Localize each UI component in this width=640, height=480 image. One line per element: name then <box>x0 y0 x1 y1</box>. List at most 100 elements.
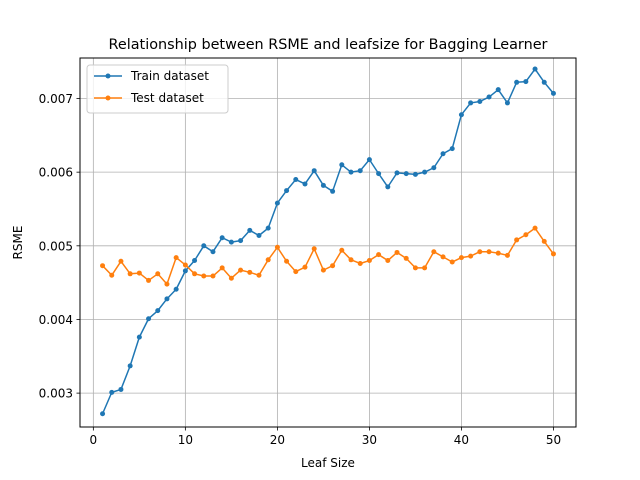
data-point-train <box>210 249 216 255</box>
data-point-train <box>311 168 317 174</box>
data-point-test <box>136 270 142 276</box>
data-point-test <box>311 246 317 252</box>
data-point-test <box>504 252 510 258</box>
data-point-test <box>192 271 198 277</box>
data-point-train <box>256 233 262 238</box>
data-point-train <box>164 296 170 302</box>
data-point-train <box>366 157 372 163</box>
data-point-test <box>486 249 492 255</box>
data-point-test <box>219 265 225 271</box>
data-point-test <box>238 267 244 273</box>
data-point-test <box>228 275 234 281</box>
data-point-test <box>458 255 464 261</box>
data-point-train <box>219 235 225 241</box>
data-point-test <box>366 258 372 264</box>
data-point-test <box>541 238 547 244</box>
data-point-test <box>247 269 253 275</box>
data-point-train <box>238 238 244 244</box>
data-point-train <box>394 170 400 176</box>
data-point-train <box>339 162 345 168</box>
data-point-test <box>100 263 106 269</box>
data-point-train <box>274 200 280 206</box>
data-point-train <box>468 100 474 106</box>
data-point-test <box>164 281 170 287</box>
data-point-test <box>422 265 428 271</box>
data-point-train <box>109 389 115 395</box>
data-point-test <box>532 225 538 231</box>
plot-frame <box>79 57 577 428</box>
x-tick-label: 10 <box>178 433 193 447</box>
data-point-test <box>256 272 262 278</box>
data-point-test <box>118 258 124 264</box>
data-point-test <box>293 269 299 275</box>
data-point-train <box>136 334 142 340</box>
data-point-test <box>440 254 446 260</box>
y-tick-label: 0.004 <box>39 313 73 327</box>
x-axis-ticks: 0 10 20 30 40 50 <box>90 427 561 447</box>
x-tick-label: 30 <box>362 433 377 447</box>
data-point-test <box>274 244 280 250</box>
data-point-test <box>339 247 345 253</box>
legend-test-label: Test dataset <box>130 91 204 105</box>
data-point-train <box>458 112 464 118</box>
y-tick-label: 0.003 <box>39 387 73 401</box>
data-point-test <box>155 271 161 277</box>
data-point-test <box>412 265 418 271</box>
data-point-train <box>523 79 529 85</box>
data-point-train <box>440 151 446 157</box>
y-axis-label: RSME <box>11 226 25 260</box>
data-point-train <box>100 411 106 417</box>
data-point-train <box>541 79 547 85</box>
data-point-train <box>385 184 391 190</box>
data-point-train <box>486 94 492 100</box>
data-point-test <box>431 249 437 255</box>
data-point-train <box>504 100 510 106</box>
data-point-test <box>173 255 179 261</box>
data-point-train <box>477 98 483 104</box>
data-point-test <box>550 251 556 257</box>
chart-title: Relationship between RSME and leafsize f… <box>109 37 548 53</box>
data-point-train <box>403 171 409 177</box>
legend-train-marker <box>105 73 111 79</box>
data-point-train <box>412 171 418 177</box>
data-point-test <box>320 267 326 273</box>
data-point-train <box>422 169 428 175</box>
data-point-train <box>431 165 437 171</box>
legend-train-label: Train dataset <box>130 69 209 83</box>
y-axis-ticks: 0.003 0.004 0.005 0.006 0.007 <box>39 92 80 401</box>
data-point-train <box>550 90 556 96</box>
data-point-test <box>468 253 474 259</box>
data-point-test <box>376 252 382 258</box>
data-point-train <box>330 188 336 194</box>
legend-box <box>86 64 229 114</box>
data-point-test <box>394 249 400 255</box>
data-point-test <box>302 264 308 270</box>
y-tick-label: 0.007 <box>39 92 73 106</box>
data-point-train <box>247 227 253 233</box>
data-point-train <box>449 146 455 152</box>
x-tick-label: 20 <box>270 433 285 447</box>
data-point-test <box>357 260 363 266</box>
data-point-test <box>495 250 501 256</box>
x-tick-label: 40 <box>454 433 469 447</box>
data-point-train <box>173 286 179 292</box>
y-tick-label: 0.006 <box>39 166 73 180</box>
data-point-test <box>514 237 520 243</box>
data-point-train <box>182 268 188 274</box>
data-point-train <box>118 386 124 392</box>
data-point-test <box>182 262 188 268</box>
data-point-train <box>495 87 501 93</box>
data-point-test <box>523 232 529 238</box>
data-point-test <box>109 272 115 278</box>
x-axis-label: Leaf Size <box>301 456 355 470</box>
data-point-test <box>201 273 207 279</box>
data-point-train <box>302 181 308 187</box>
data-point-train <box>376 171 382 177</box>
plot-lines <box>100 66 556 417</box>
data-point-test <box>449 259 455 265</box>
data-point-test <box>284 258 290 264</box>
data-point-test <box>348 257 354 263</box>
data-point-test <box>146 277 152 283</box>
x-tick-label: 50 <box>546 433 561 447</box>
